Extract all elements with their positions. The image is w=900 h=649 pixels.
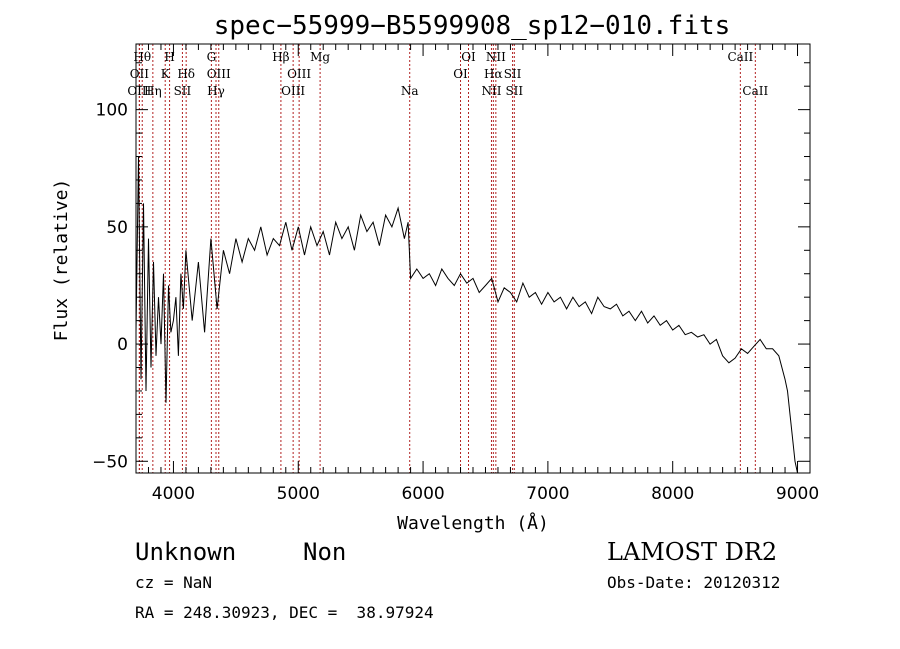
spectral-line-label: OI [461, 50, 476, 64]
spectral-line-label: Mg [310, 50, 330, 64]
y-tick-label: 0 [117, 335, 128, 355]
spectral-line-label: OIII [287, 67, 311, 81]
spectral-line-label: H [164, 50, 174, 64]
y-tick-label: 50 [106, 218, 128, 238]
y-axis-ticks: −50 0 50 100 [92, 62, 810, 472]
survey-name: LAMOST DR2 [607, 538, 778, 566]
spectral-line-label: OI [453, 67, 468, 81]
spectral-line-label: SII [505, 84, 523, 98]
x-tick-label: 8000 [651, 484, 694, 504]
spectral-line-label: CaII [742, 84, 768, 98]
x-tick-label: 5000 [277, 484, 320, 504]
object-subclass: Non [303, 538, 347, 566]
spectral-line-label: Hα [484, 67, 503, 81]
spectral-line-label: NII [486, 50, 506, 64]
spectral-line-label: Hδ [177, 67, 195, 81]
x-tick-label: 6000 [401, 484, 444, 504]
spectral-line-labels: HθOIIOIIIHηKHSΙΙHδGHγOIIIHβOIIIOIIIMgNaO… [127, 50, 768, 98]
x-tick-label: 7000 [526, 484, 569, 504]
x-tick-label: 9000 [776, 484, 819, 504]
spectral-line-label: Hγ [207, 84, 225, 98]
spectral-line-label: SΙΙ [174, 84, 192, 98]
spectral-line-label: Hβ [272, 50, 289, 64]
redshift-readout: cz = NaN [135, 573, 213, 592]
spectral-line-label: CaII [727, 50, 753, 64]
y-tick-label: −50 [92, 452, 128, 472]
y-tick-label: 100 [96, 101, 128, 121]
coordinates-readout: RA = 248.30923, DEC = 38.97924 [135, 603, 434, 622]
spectral-line-label: OII [130, 67, 150, 81]
spectral-line-label: G [207, 50, 217, 64]
spectral-line-label: OIII [281, 84, 305, 98]
spectrum-line [135, 156, 798, 474]
spectral-line-label: Hθ [133, 50, 151, 64]
x-axis-ticks: 4000 5000 6000 7000 8000 9000 [135, 44, 819, 504]
x-axis-label: Wavelength (Å) [397, 512, 549, 534]
spectral-line-label: OIII [127, 84, 151, 98]
spectral-line-markers [138, 44, 756, 473]
object-class: Unknown [135, 538, 237, 566]
y-axis-label: Flux (relative) [51, 179, 72, 342]
observation-date: Obs-Date: 20120312 [607, 573, 781, 592]
plot-frame [135, 43, 811, 474]
spectral-line-label: SII [504, 67, 522, 81]
chart-title: spec−55999−B5599908_sp12−010.fits [214, 11, 731, 41]
x-tick-label: 4000 [152, 484, 195, 504]
spectral-line-label: NII [481, 84, 501, 98]
spectral-line-label: Hη [144, 84, 162, 98]
spectral-line-label: K [161, 67, 171, 81]
spectral-line-label: OIII [207, 67, 231, 81]
spectral-line-label: Na [401, 84, 419, 98]
